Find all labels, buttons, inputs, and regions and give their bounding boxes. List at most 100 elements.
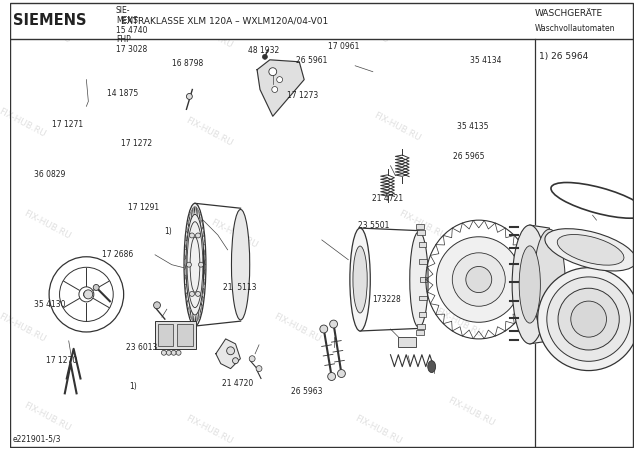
Ellipse shape (350, 228, 370, 331)
Text: 17 1291: 17 1291 (128, 203, 160, 212)
Text: 1): 1) (165, 227, 172, 236)
Circle shape (328, 373, 336, 380)
Bar (10, 2, 634, 39)
Text: 17 1271: 17 1271 (52, 121, 83, 130)
Bar (418, 242, 426, 247)
Circle shape (233, 358, 238, 364)
Text: FIX-HUB.RU: FIX-HUB.RU (272, 311, 322, 344)
Bar (177, 324, 193, 346)
Ellipse shape (558, 288, 619, 350)
Ellipse shape (184, 203, 206, 326)
Text: 17 1270: 17 1270 (46, 356, 78, 365)
Circle shape (171, 350, 176, 355)
Text: SIE-
MENS
15 4740
FHP
17 3028: SIE- MENS 15 4740 FHP 17 3028 (116, 6, 148, 54)
Bar (158, 324, 173, 346)
Ellipse shape (545, 229, 636, 271)
Circle shape (198, 262, 204, 267)
Circle shape (167, 350, 171, 355)
Text: FIX-HUB.RU: FIX-HUB.RU (397, 209, 446, 241)
Text: 17 1272: 17 1272 (121, 139, 152, 148)
Ellipse shape (49, 257, 123, 332)
Circle shape (93, 284, 99, 290)
Ellipse shape (232, 209, 250, 320)
Circle shape (162, 350, 167, 355)
Ellipse shape (410, 232, 428, 328)
Text: 17 0961: 17 0961 (328, 41, 359, 50)
Ellipse shape (466, 266, 492, 292)
Polygon shape (530, 225, 550, 344)
Ellipse shape (557, 234, 624, 265)
Text: 17 1273: 17 1273 (287, 90, 318, 99)
Text: 23 5501: 23 5501 (358, 220, 389, 230)
Text: FIX-HUB.RU: FIX-HUB.RU (0, 107, 47, 139)
Text: FIX-HUB.RU: FIX-HUB.RU (22, 400, 72, 433)
Text: FIX-HUB.RU: FIX-HUB.RU (340, 13, 391, 45)
Bar (155, 321, 197, 349)
Circle shape (195, 292, 200, 297)
Ellipse shape (534, 229, 565, 340)
Text: WASCHGERÄTE: WASCHGERÄTE (535, 9, 603, 18)
Ellipse shape (537, 268, 636, 370)
Text: 35 4134: 35 4134 (470, 56, 502, 65)
Bar (416, 330, 424, 335)
Circle shape (176, 350, 181, 355)
Text: Waschvollautomaten: Waschvollautomaten (535, 24, 615, 33)
Text: 48 1932: 48 1932 (248, 46, 279, 55)
Ellipse shape (353, 246, 367, 313)
Circle shape (249, 356, 255, 362)
Bar (416, 224, 424, 229)
Text: 173228: 173228 (371, 295, 401, 304)
Ellipse shape (452, 253, 505, 306)
Text: FIX-HUB.RU: FIX-HUB.RU (184, 414, 234, 446)
Circle shape (190, 292, 195, 297)
Ellipse shape (512, 225, 548, 344)
Text: e221901-5/3: e221901-5/3 (13, 435, 61, 444)
Circle shape (153, 302, 160, 309)
Text: SIEMENS: SIEMENS (13, 13, 86, 28)
Text: FIX-HUB.RU: FIX-HUB.RU (353, 414, 403, 446)
Circle shape (338, 369, 345, 378)
Bar (417, 324, 425, 329)
Text: 36 0829: 36 0829 (34, 170, 65, 179)
Text: 26 5961: 26 5961 (296, 56, 327, 65)
Text: 16 8798: 16 8798 (172, 59, 204, 68)
Text: 1) 26 5964: 1) 26 5964 (539, 52, 588, 61)
Text: FIX-HUB.RU: FIX-HUB.RU (0, 311, 47, 344)
Text: 26 5963: 26 5963 (291, 387, 322, 396)
Circle shape (320, 325, 328, 333)
Circle shape (190, 233, 195, 238)
Circle shape (186, 94, 192, 99)
Circle shape (272, 86, 278, 93)
Text: 35 4135: 35 4135 (457, 122, 488, 130)
Circle shape (263, 54, 267, 59)
Circle shape (186, 262, 191, 267)
Text: 35 4130: 35 4130 (34, 300, 65, 309)
Circle shape (256, 366, 262, 372)
Text: FIX-HUB.RU: FIX-HUB.RU (446, 396, 497, 428)
Text: 1): 1) (130, 382, 137, 391)
Bar (419, 259, 427, 264)
Text: 21  5113: 21 5113 (223, 283, 257, 292)
Text: FIX-HUB.RU: FIX-HUB.RU (184, 18, 234, 50)
Circle shape (269, 68, 277, 76)
Text: FIX-HUB.RU: FIX-HUB.RU (22, 13, 72, 45)
Circle shape (226, 347, 235, 355)
Ellipse shape (436, 237, 521, 322)
Polygon shape (216, 339, 240, 369)
Circle shape (329, 320, 338, 328)
Text: 17 2686: 17 2686 (102, 250, 134, 259)
Ellipse shape (84, 290, 93, 299)
Bar (417, 230, 425, 235)
Text: 23 6013: 23 6013 (126, 343, 157, 352)
Text: 21 4720: 21 4720 (222, 379, 253, 388)
Text: FIX-HUB.RU: FIX-HUB.RU (22, 209, 72, 241)
Text: 14 1875: 14 1875 (107, 89, 138, 98)
Bar (418, 312, 426, 317)
Text: FIX-HUB.RU: FIX-HUB.RU (434, 307, 484, 339)
Ellipse shape (570, 301, 607, 337)
Bar (398, 337, 416, 347)
Circle shape (195, 233, 200, 238)
Text: FIX-HUB.RU: FIX-HUB.RU (371, 111, 422, 143)
Text: FIX-HUB.RU: FIX-HUB.RU (209, 218, 259, 250)
Ellipse shape (547, 277, 630, 361)
